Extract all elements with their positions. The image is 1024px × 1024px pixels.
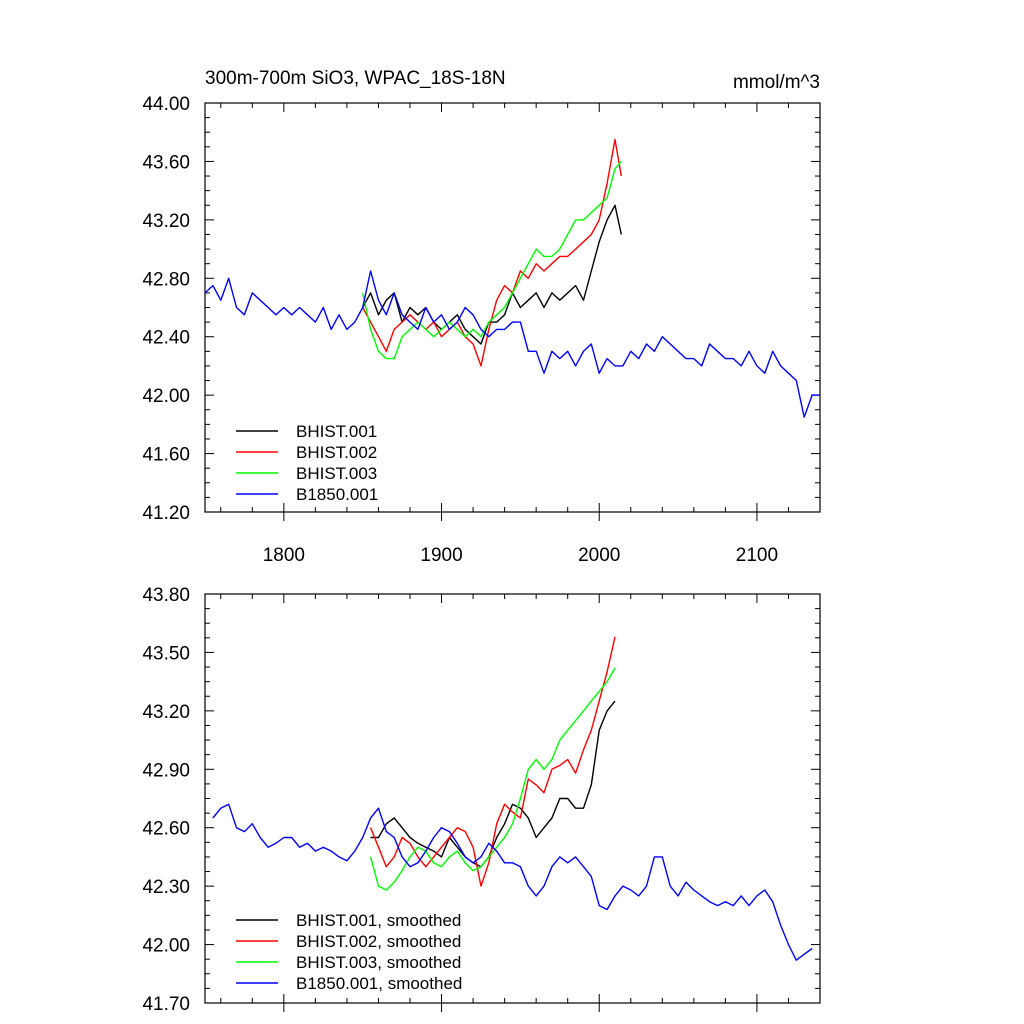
series-line xyxy=(362,160,622,360)
y-tick-label: 42.00 xyxy=(142,936,190,957)
y-tick-label: 41.60 xyxy=(142,445,190,466)
y-tick-label: 43.80 xyxy=(142,585,190,606)
y-tick-label: 43.20 xyxy=(142,702,190,723)
series-line xyxy=(369,636,616,887)
series-line xyxy=(212,803,813,961)
units-label: mmol/m^3 xyxy=(733,72,820,93)
y-tick-label: 41.20 xyxy=(142,503,190,524)
series-line xyxy=(369,667,616,891)
y-tick-label: 42.00 xyxy=(142,386,190,407)
y-tick-label: 42.80 xyxy=(142,269,190,290)
x-tick-label: 1800 xyxy=(263,545,305,566)
y-tick-label: 42.60 xyxy=(142,819,190,840)
y-tick-label: 42.30 xyxy=(142,877,190,898)
y-tick-label: 42.40 xyxy=(142,328,190,349)
y-tick-label: 43.20 xyxy=(142,211,190,232)
top-panel: 41.20 41.60 42.00 42.40 42.80 43.20 43.60 44.00… xyxy=(142,68,821,566)
bottom-panel: 41.70 42.00 42.30 42.60 42.90 43.20 43.50 43.80… xyxy=(142,585,821,1015)
y-tick-label: 43.50 xyxy=(142,643,190,664)
series-line xyxy=(362,204,622,345)
series-line xyxy=(204,270,820,418)
chart-title: 300m-700m SiO3, WPAC_18S-18N xyxy=(205,68,506,89)
y-tick-label: 43.60 xyxy=(142,152,190,173)
legend-label: BHIST.002 xyxy=(296,443,377,462)
y-tick-label: 44.00 xyxy=(142,94,190,115)
legend-label: B1850.001, smoothed xyxy=(296,974,462,993)
x-tick-label: 2000 xyxy=(578,545,620,566)
legend-label: B1850.001 xyxy=(296,485,378,504)
legend-label: BHIST.003, smoothed xyxy=(296,953,461,972)
legend-label: BHIST.001 xyxy=(296,422,377,441)
legend-label: BHIST.003 xyxy=(296,464,377,483)
legend-label: BHIST.001, smoothed xyxy=(296,911,461,930)
series-line xyxy=(362,138,622,367)
y-tick-label: 42.90 xyxy=(142,760,190,781)
legend-label: BHIST.002, smoothed xyxy=(296,932,461,951)
y-tick-label: 41.70 xyxy=(142,994,190,1015)
x-tick-label: 1900 xyxy=(420,545,462,566)
x-tick-label: 2100 xyxy=(736,545,778,566)
